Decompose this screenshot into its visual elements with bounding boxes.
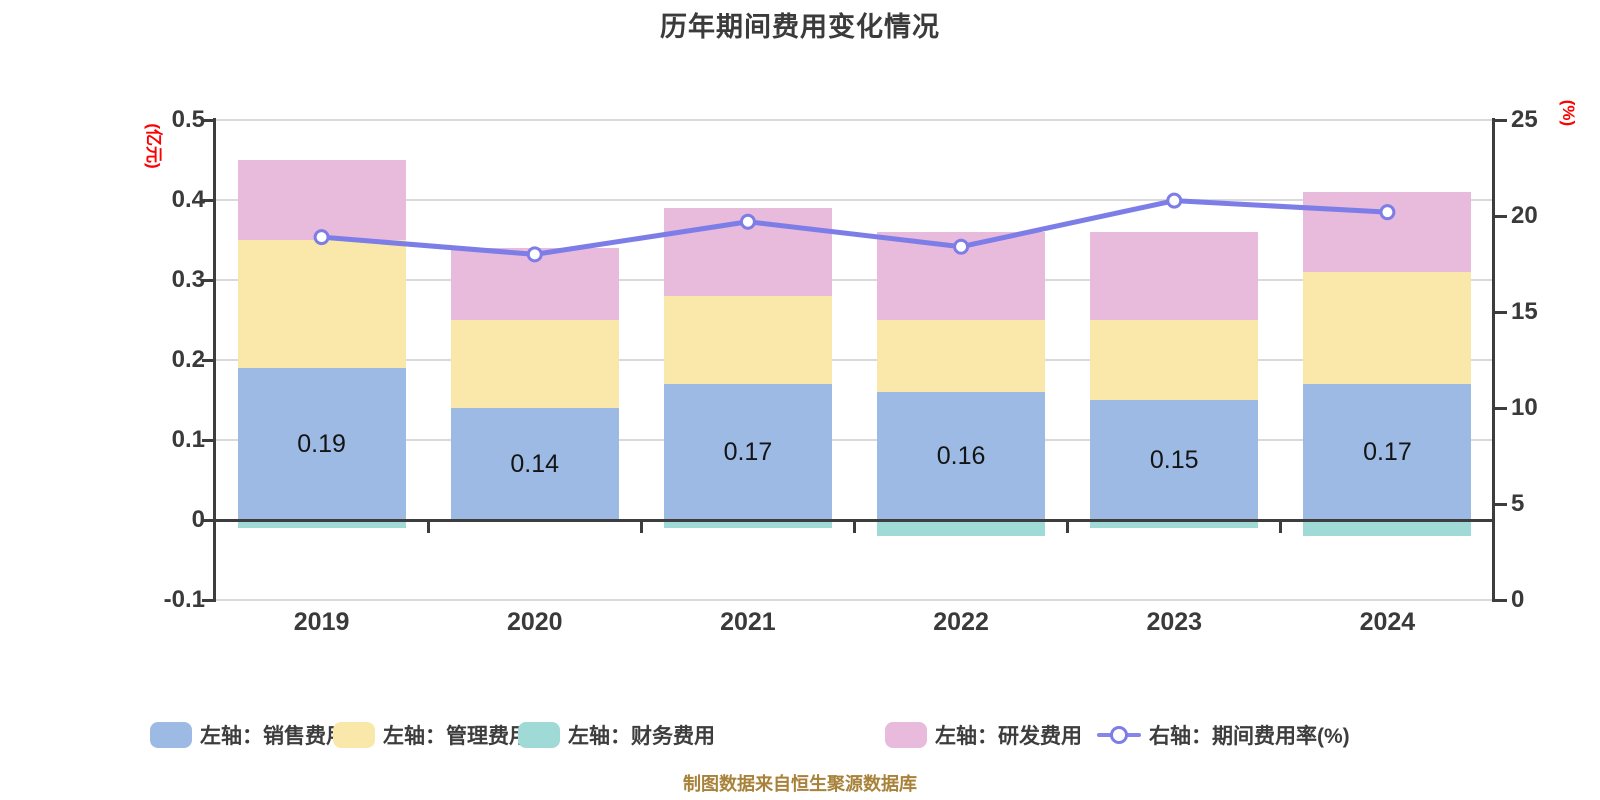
- legend-line-marker-icon: [1097, 722, 1141, 748]
- left-axis-tick-label: -0.1: [163, 586, 205, 613]
- left-axis-tick-label: 0.3: [171, 266, 205, 293]
- bar-value-label: 0.16: [936, 442, 986, 470]
- bar-segment[interactable]: [237, 368, 406, 520]
- data-source-note: 制图数据来自恒生聚源数据库: [683, 774, 917, 794]
- left-axis-tick-label: 0.2: [171, 346, 205, 373]
- bar-value-label: 0.17: [723, 438, 773, 466]
- grid-line: [215, 599, 1494, 601]
- x-axis-label: 2019: [293, 608, 350, 636]
- right-axis-tick: [1495, 406, 1507, 410]
- left-axis-tick-label: 0.1: [171, 426, 205, 453]
- legend-item-label: 左轴：销售费用: [200, 725, 347, 748]
- legend-item-label: 左轴：研发费用: [935, 725, 1082, 748]
- legend-item-5[interactable]: 右轴：期间费用率(%): [1097, 721, 1350, 749]
- legend-item-2[interactable]: 左轴：管理费用: [333, 721, 530, 749]
- left-axis-tick: [202, 598, 213, 602]
- x-axis-tick: [639, 520, 643, 533]
- right-axis-tick: [1495, 598, 1507, 602]
- left-axis-tick-label: 0: [191, 506, 205, 533]
- grid-line: [215, 119, 1494, 121]
- left-axis-tick: [202, 518, 213, 522]
- left-axis-tick-label: 0.4: [171, 186, 205, 213]
- bar-segment[interactable]: [237, 240, 406, 368]
- right-axis-tick-label: 0: [1511, 586, 1525, 613]
- right-axis-tick-label: 15: [1511, 298, 1538, 325]
- bar-segment[interactable]: [877, 232, 1046, 320]
- right-axis-tick-label: 5: [1511, 490, 1525, 517]
- x-axis-label: 2024: [1359, 608, 1416, 636]
- bar-segment[interactable]: [450, 248, 619, 320]
- x-axis-tick: [1279, 520, 1283, 533]
- legend-item-label: 左轴：管理费用: [383, 725, 530, 748]
- right-axis-tick-label: 25: [1511, 106, 1538, 133]
- bar-segment[interactable]: [663, 208, 832, 296]
- bar-segment[interactable]: [237, 160, 406, 240]
- right-axis-tick: [1495, 118, 1507, 122]
- grid-line: [215, 439, 1494, 441]
- bar-value-label: 0.19: [297, 430, 346, 458]
- bar-segment[interactable]: [1303, 520, 1472, 536]
- bar-segment[interactable]: [663, 296, 832, 384]
- x-axis-tick: [1066, 520, 1070, 533]
- left-axis-tick: [202, 358, 213, 362]
- left-axis-line: [213, 118, 216, 602]
- bar-segment[interactable]: [450, 408, 619, 520]
- grid-line: [215, 199, 1494, 201]
- right-axis-tick-label: 20: [1511, 202, 1538, 229]
- legend-swatch-icon: [518, 722, 560, 748]
- left-axis-tick: [202, 438, 213, 442]
- x-axis-tick: [426, 520, 430, 533]
- left-axis-tick: [202, 278, 213, 282]
- x-axis-label: 2023: [1146, 608, 1203, 636]
- bar-value-label: 0.14: [510, 450, 560, 478]
- chart-title: 历年期间费用变化情况: [660, 12, 940, 42]
- legend-item-label: 右轴：期间费用率(%): [1149, 725, 1350, 748]
- bar-segment[interactable]: [1303, 192, 1472, 272]
- x-axis-label: 2022: [933, 608, 989, 636]
- bar-segment[interactable]: [1090, 520, 1259, 528]
- legend-swatch-icon: [150, 722, 192, 748]
- right-axis-tick: [1495, 502, 1507, 506]
- legend-swatch-icon: [333, 722, 375, 748]
- grid-line: [215, 359, 1494, 361]
- left-axis-tick-label: 0.5: [171, 106, 205, 133]
- bar-value-label: 0.15: [1149, 446, 1199, 474]
- x-axis-tick: [853, 520, 856, 533]
- bar-segment[interactable]: [1090, 400, 1259, 520]
- legend-item-label: 左轴：财务费用: [568, 725, 715, 748]
- bar-segment[interactable]: [663, 520, 832, 528]
- bar-segment[interactable]: [877, 320, 1046, 392]
- x-axis-label: 2021: [720, 608, 776, 636]
- bar-segment[interactable]: [1303, 384, 1472, 520]
- legend-item-3[interactable]: 左轴：财务费用: [518, 721, 715, 749]
- right-axis-tick: [1495, 310, 1507, 314]
- bar-segment[interactable]: [237, 520, 406, 528]
- legend-swatch-icon: [885, 722, 927, 748]
- bar-segment[interactable]: [450, 320, 619, 408]
- bar-segment[interactable]: [1090, 232, 1259, 320]
- left-axis-tick: [202, 118, 213, 122]
- legend-item-1[interactable]: 左轴：销售费用: [150, 721, 347, 749]
- bar-segment[interactable]: [1090, 320, 1259, 400]
- bar-segment[interactable]: [877, 520, 1046, 536]
- bar-segment[interactable]: [877, 392, 1046, 520]
- right-axis-tick: [1495, 214, 1507, 218]
- grid-line: [215, 279, 1494, 281]
- legend-item-4[interactable]: 左轴：研发费用: [885, 721, 1082, 749]
- bar-segment[interactable]: [1303, 272, 1472, 384]
- bar-segment[interactable]: [663, 384, 832, 520]
- bar-value-label: 0.17: [1363, 438, 1412, 466]
- x-axis-label: 2020: [506, 608, 563, 636]
- right-axis-tick-label: 10: [1511, 394, 1538, 421]
- left-axis-tick: [202, 198, 213, 202]
- right-axis-line: [1492, 118, 1495, 602]
